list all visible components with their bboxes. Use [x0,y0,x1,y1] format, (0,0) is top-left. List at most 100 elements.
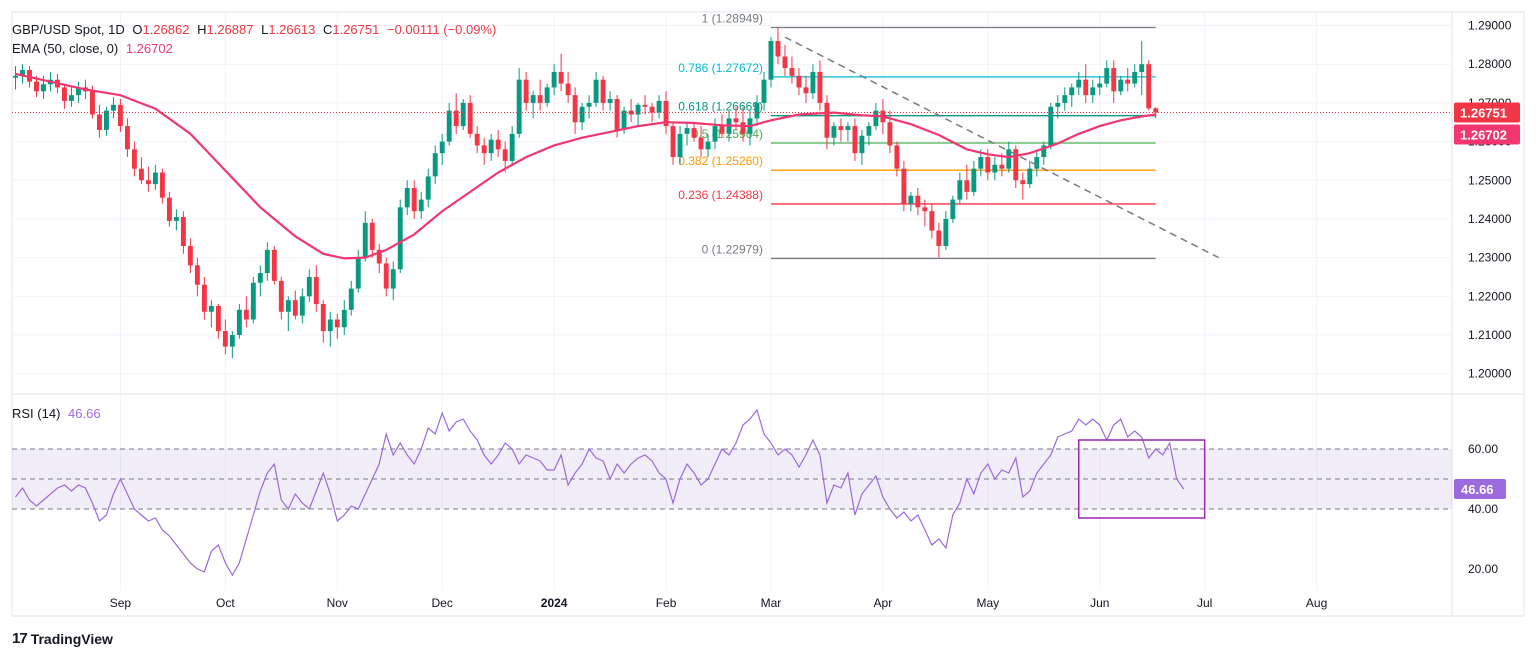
candle [488,133,494,161]
candle-body [698,137,704,150]
candle [166,191,172,227]
candle [1104,60,1110,88]
time-tick-label: Mar [761,596,782,610]
candle [187,238,193,274]
price-tick-label: 1.28000 [1468,57,1512,71]
ema-legend[interactable]: EMA (50, close, 0) 1.26702 [12,41,177,56]
candle [684,122,690,146]
candle-body [992,164,998,173]
candle [1062,87,1068,111]
candle [950,195,956,223]
candle-body [978,157,984,169]
candle-body [684,128,690,134]
fibonacci-retracement[interactable]: 0 (1.22979) 0.236 (1.24388) 0.382 (1.25260… [678,12,1156,260]
candle [495,129,501,158]
price-tick-label: 1.20000 [1468,367,1512,381]
time-tick-label: Jun [1090,596,1109,610]
ohlc-legend: GBP/USD Spot, 1D O1.26862 H1.26887 L1.26… [12,22,500,37]
candle [831,122,837,146]
price-tick-label: 1.21000 [1468,328,1512,342]
candle [768,37,774,88]
candle [670,122,676,165]
candle-body [271,249,277,281]
rsi-legend-value: 46.66 [68,406,101,421]
candle-body [523,79,529,103]
candle-body [796,75,802,88]
candle [1125,68,1131,92]
candle-body [418,199,424,212]
candle-body [677,133,683,158]
candle [922,199,928,227]
candle-body [69,95,74,101]
candle [551,64,557,96]
candle [572,87,578,134]
candle-body [579,106,585,123]
candle-body [1097,83,1103,88]
chart-border [11,11,1525,617]
candle [628,99,634,123]
candle [845,122,851,142]
candle [1013,145,1019,188]
symbol-title[interactable]: GBP/USD Spot, 1D [12,22,125,37]
candle [292,290,298,320]
candle-body [320,304,326,332]
candle-body [1069,87,1075,96]
candle-body [229,334,235,347]
candle [453,93,459,134]
candle [411,180,417,219]
candle-body [1139,64,1145,72]
candle [334,313,340,339]
tradingview-brand[interactable]: 17 TradingView [12,630,113,647]
candle [110,97,116,119]
candle-body [460,102,466,127]
candle [341,300,347,335]
trendline-layer[interactable] [784,36,1220,259]
candle [712,118,718,150]
candle-body [159,172,165,198]
time-tick-label: Sep [110,596,132,610]
price-tick-label: 1.25000 [1468,173,1512,187]
candle [929,203,935,239]
candle [1139,41,1145,96]
candle-body [572,95,578,123]
rsi-legend[interactable]: RSI (14) 46.66 [12,406,105,421]
candle [348,280,354,316]
candle-body [278,280,284,312]
candle [362,211,368,262]
time-tick-label: May [976,596,999,610]
candle [481,137,487,165]
candle [76,81,81,103]
candle-body [509,133,515,161]
candle [838,118,844,142]
candle [579,102,585,130]
candle-body [243,309,249,320]
candle [159,168,165,204]
candle-body [600,79,606,103]
candle [1097,75,1103,96]
low-label: L [261,22,269,37]
candle-body [383,263,389,289]
candle [1118,75,1124,96]
high-label: H [197,22,207,37]
candle [313,265,319,312]
candle-body [110,104,116,111]
candle [194,257,200,297]
candle-body [537,95,543,103]
candle-body [768,41,774,80]
candle-body [1034,157,1040,169]
candle-body [656,100,662,113]
rsi-tick-label: 40.00 [1468,502,1498,516]
candle-body [390,269,396,289]
candle-body [999,164,1005,169]
candle [1020,172,1026,200]
candle [978,149,984,177]
candle-body [831,126,837,138]
candle-body [411,187,417,212]
candle [383,257,389,297]
candle [96,104,102,138]
candle [971,160,977,196]
candle-body [670,126,676,158]
candle-body [488,139,494,154]
candle [677,126,683,165]
